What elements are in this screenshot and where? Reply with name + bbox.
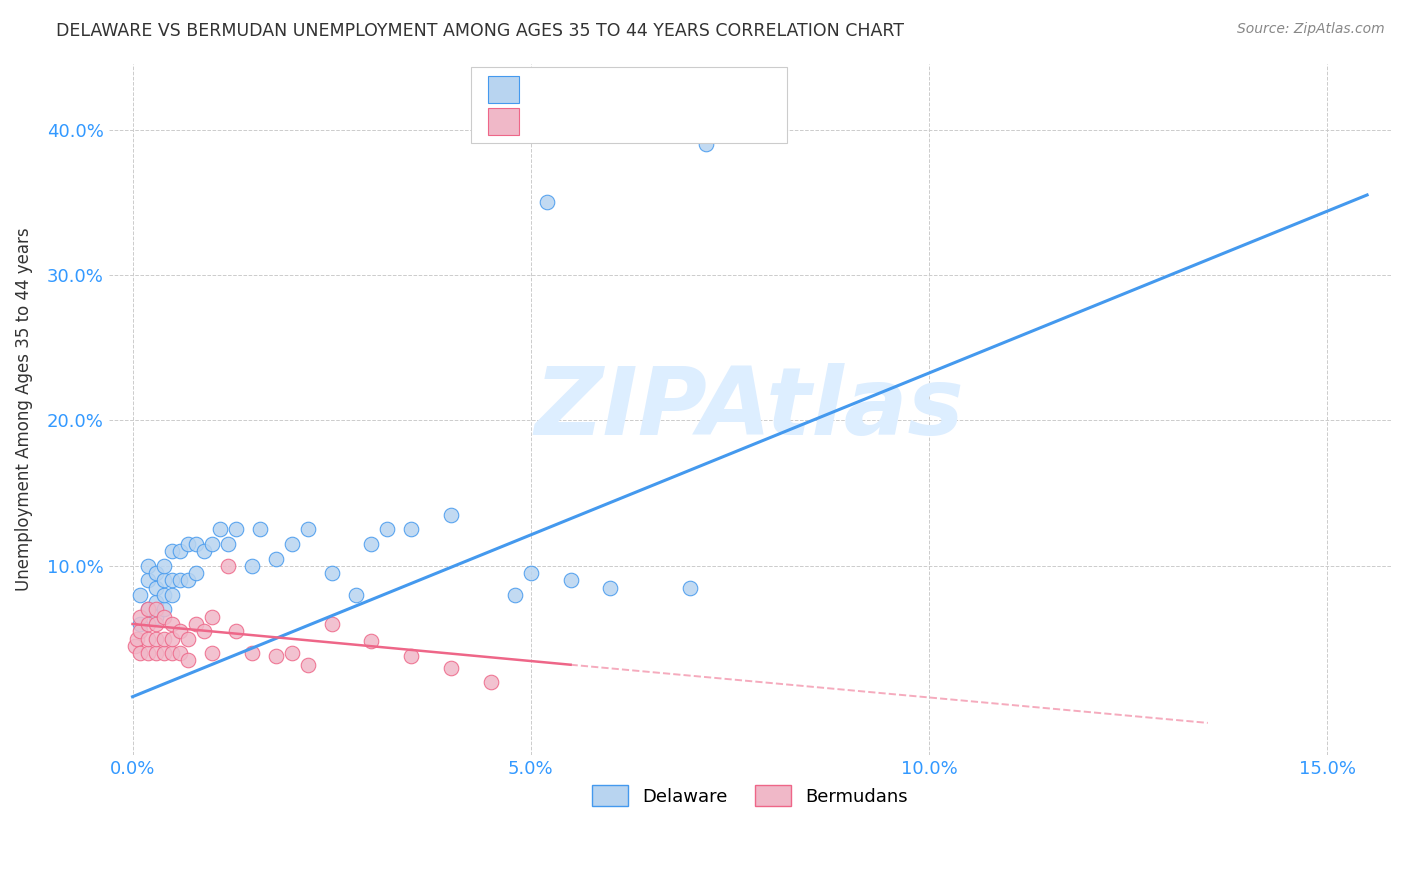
Point bbox=[177, 574, 200, 588]
Point bbox=[125, 632, 148, 646]
Point bbox=[145, 566, 167, 580]
Point bbox=[145, 617, 167, 632]
Point bbox=[201, 537, 224, 551]
Point bbox=[138, 602, 160, 616]
Point bbox=[264, 551, 287, 566]
Point bbox=[169, 544, 191, 558]
Text: ZIPAtlas: ZIPAtlas bbox=[534, 363, 965, 456]
Point bbox=[153, 632, 176, 646]
Point bbox=[440, 660, 463, 674]
Point bbox=[297, 523, 319, 537]
Text: 38: 38 bbox=[707, 112, 728, 130]
Point bbox=[281, 537, 304, 551]
Text: DELAWARE VS BERMUDAN UNEMPLOYMENT AMONG AGES 35 TO 44 YEARS CORRELATION CHART: DELAWARE VS BERMUDAN UNEMPLOYMENT AMONG … bbox=[56, 22, 904, 40]
Point bbox=[153, 602, 176, 616]
Point bbox=[186, 566, 208, 580]
Point bbox=[193, 624, 215, 639]
Point bbox=[162, 617, 184, 632]
Text: Source: ZipAtlas.com: Source: ZipAtlas.com bbox=[1237, 22, 1385, 37]
Point bbox=[217, 558, 239, 573]
Point bbox=[401, 648, 423, 663]
Y-axis label: Unemployment Among Ages 35 to 44 years: Unemployment Among Ages 35 to 44 years bbox=[15, 227, 32, 591]
Point bbox=[138, 574, 160, 588]
Point bbox=[201, 609, 224, 624]
Point bbox=[360, 537, 382, 551]
Point bbox=[145, 595, 167, 609]
Point bbox=[162, 646, 184, 660]
Point bbox=[177, 632, 200, 646]
Point bbox=[145, 602, 167, 616]
Point bbox=[536, 195, 558, 210]
Point bbox=[153, 646, 176, 660]
Point bbox=[145, 632, 167, 646]
Point bbox=[145, 646, 167, 660]
Point bbox=[129, 624, 152, 639]
Point bbox=[153, 558, 176, 573]
Text: -0.347: -0.347 bbox=[576, 112, 630, 130]
Point bbox=[201, 646, 224, 660]
Point bbox=[225, 523, 247, 537]
Text: 45: 45 bbox=[707, 80, 728, 99]
Point bbox=[264, 648, 287, 663]
Point bbox=[138, 602, 160, 616]
Point bbox=[186, 617, 208, 632]
Point bbox=[153, 588, 176, 602]
Point bbox=[162, 574, 184, 588]
Point bbox=[240, 646, 263, 660]
Point bbox=[169, 646, 191, 660]
Point bbox=[162, 632, 184, 646]
Point bbox=[145, 581, 167, 595]
Text: N =: N = bbox=[661, 80, 692, 99]
Point bbox=[344, 588, 367, 602]
Point bbox=[153, 574, 176, 588]
Point bbox=[169, 574, 191, 588]
Point bbox=[186, 537, 208, 551]
Point bbox=[679, 581, 702, 595]
Point bbox=[321, 617, 343, 632]
Point bbox=[124, 639, 146, 653]
Point bbox=[560, 574, 582, 588]
Point bbox=[297, 657, 319, 672]
Text: R =: R = bbox=[534, 80, 565, 99]
Point bbox=[169, 624, 191, 639]
Point bbox=[209, 523, 232, 537]
Point bbox=[129, 617, 152, 632]
Point bbox=[360, 634, 382, 648]
Point bbox=[503, 588, 526, 602]
Point bbox=[162, 544, 184, 558]
Point bbox=[138, 646, 160, 660]
Point bbox=[138, 632, 160, 646]
Point bbox=[377, 523, 399, 537]
Point bbox=[177, 537, 200, 551]
Point bbox=[138, 558, 160, 573]
Point bbox=[225, 624, 247, 639]
Point bbox=[129, 609, 152, 624]
Point bbox=[162, 588, 184, 602]
Point bbox=[153, 609, 176, 624]
Point bbox=[401, 523, 423, 537]
Text: 0.702: 0.702 bbox=[583, 80, 631, 99]
Point bbox=[138, 617, 160, 632]
Point bbox=[479, 675, 502, 690]
Point bbox=[177, 653, 200, 667]
Point bbox=[129, 646, 152, 660]
Text: N =: N = bbox=[661, 112, 692, 130]
Point bbox=[217, 537, 239, 551]
Point bbox=[193, 544, 215, 558]
Text: R =: R = bbox=[534, 112, 565, 130]
Point bbox=[599, 581, 621, 595]
Point bbox=[129, 588, 152, 602]
Point bbox=[145, 609, 167, 624]
Point bbox=[240, 558, 263, 573]
Point bbox=[249, 523, 271, 537]
Point bbox=[520, 566, 543, 580]
Legend: Delaware, Bermudans: Delaware, Bermudans bbox=[582, 776, 917, 815]
Point bbox=[695, 136, 717, 151]
Point bbox=[440, 508, 463, 522]
Point bbox=[281, 646, 304, 660]
Point bbox=[321, 566, 343, 580]
